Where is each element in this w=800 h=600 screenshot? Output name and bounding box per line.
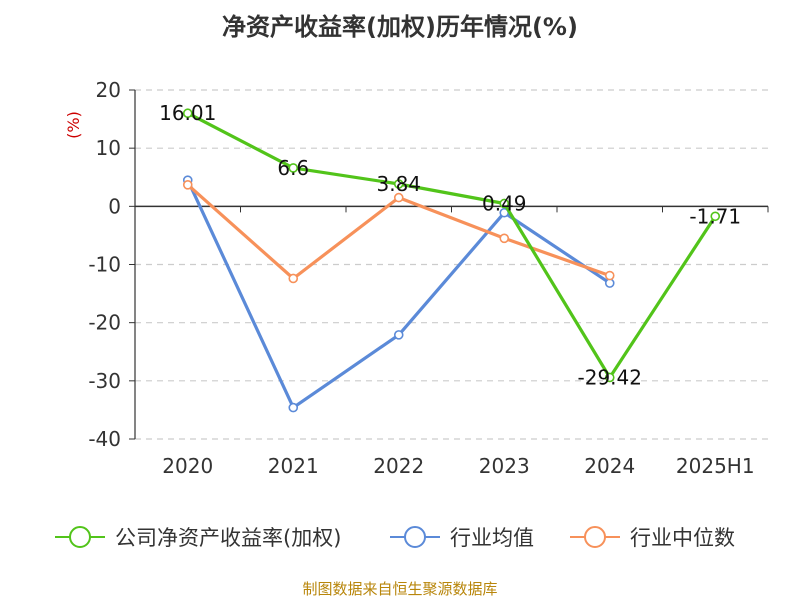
axes: 20 10 0 -10 -20 -30 -40 2020 2021 2022 2023 2024 202…	[88, 78, 769, 478]
data-point[interactable]	[288, 273, 299, 284]
data-label: 16.01	[159, 101, 216, 125]
data-point[interactable]	[288, 163, 299, 173]
data-point[interactable]	[393, 330, 404, 340]
x-tick-label: 2022	[373, 454, 424, 478]
legend-marker-icon	[404, 526, 426, 548]
series-group	[182, 108, 721, 413]
y-tick-label: -10	[88, 253, 121, 277]
legend[interactable]: 公司净资产收益率(加权) 行业均值 行业中位数	[55, 526, 735, 550]
data-point[interactable]	[604, 372, 615, 383]
legend-marker-icon	[69, 526, 91, 548]
data-point[interactable]	[288, 402, 299, 413]
legend-item[interactable]: 行业均值	[390, 526, 534, 550]
data-label: -29.42	[578, 365, 642, 389]
y-tick-label: -20	[88, 311, 121, 335]
x-tick-label: 2021	[268, 454, 319, 478]
data-point[interactable]	[710, 211, 721, 222]
y-axis-label: (%)	[64, 111, 83, 139]
x-tick-label: 2023	[479, 454, 530, 478]
data-point[interactable]	[182, 108, 193, 119]
x-tick-label: 2020	[162, 454, 213, 478]
legend-item[interactable]: 公司净资产收益率(加权)	[55, 526, 341, 550]
data-point[interactable]	[182, 180, 193, 190]
data-label: 3.84	[376, 172, 421, 196]
data-point[interactable]	[393, 179, 404, 189]
data-point[interactable]	[499, 198, 510, 209]
y-tick-label: -40	[88, 427, 121, 451]
data-label: 6.6	[277, 156, 309, 180]
data-point[interactable]	[499, 233, 510, 244]
source-note: 制图数据来自恒生聚源数据库	[302, 580, 497, 598]
chart-title: 净资产收益率(加权)历年情况(%)	[222, 13, 578, 41]
y-tick-label: 20	[96, 78, 121, 102]
legend-label: 公司净资产收益率(加权)	[115, 526, 341, 550]
grid-lines	[135, 89, 768, 440]
legend-item[interactable]: 行业中位数	[570, 526, 735, 550]
legend-marker-icon	[584, 526, 606, 548]
y-tick-label: 10	[96, 136, 121, 160]
data-point[interactable]	[604, 270, 615, 281]
legend-label: 行业均值	[450, 526, 534, 550]
data-labels: 16.01 6.6 3.84 0.49 -29.42 -1.71	[159, 101, 741, 389]
y-tick-label: 0	[108, 194, 121, 218]
series-line	[186, 179, 611, 410]
data-label: -1.71	[689, 204, 741, 228]
data-label: 0.49	[482, 191, 527, 215]
x-tick-label: 2024	[584, 454, 635, 478]
series-line	[187, 111, 717, 380]
y-tick-label: -30	[88, 369, 121, 393]
legend-label: 行业中位数	[630, 526, 735, 550]
x-tick-label: 2025H1	[676, 454, 755, 478]
data-point[interactable]	[393, 192, 404, 203]
